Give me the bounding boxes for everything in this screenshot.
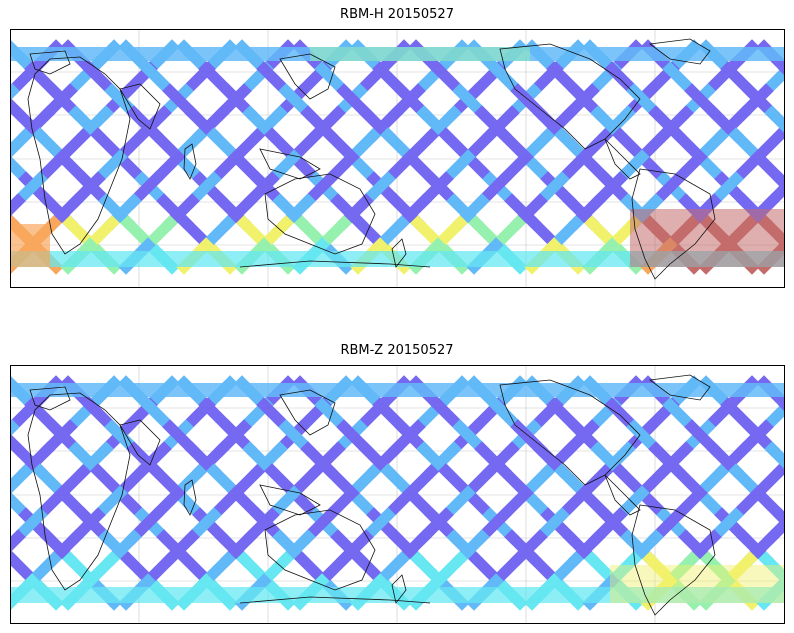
map-plot-area: [10, 365, 785, 624]
map-panel-rbm-h: RBM-H 20150527: [0, 0, 794, 300]
map-panel-rbm-z: RBM-Z 20150527: [0, 336, 794, 633]
map-plot-area: [10, 29, 785, 288]
map-frame: [10, 365, 785, 624]
panel-title: RBM-Z 20150527: [340, 343, 454, 358]
satellite-swath-tracks: [10, 39, 785, 275]
coastlines: [27, 38, 716, 280]
map-frame: [10, 29, 785, 288]
coastlines: [27, 374, 716, 616]
panel-title: RBM-H 20150527: [340, 7, 454, 22]
